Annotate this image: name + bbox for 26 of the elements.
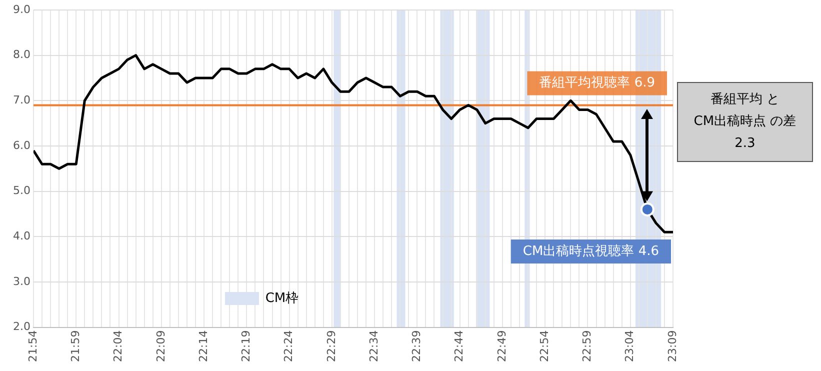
y-tick-label: 4.0 (12, 230, 30, 242)
x-tick-label: 22:04 (112, 330, 125, 362)
x-tick-label: 23:04 (623, 330, 636, 362)
x-tick-label: 22:44 (452, 330, 466, 362)
y-tick-label: 9.0 (12, 2, 30, 16)
y-tick-label: 8.0 (12, 48, 30, 62)
annotation: CM出稿時点視聴率 4.6 (522, 242, 660, 259)
y-tick-label: 5.0 (12, 184, 30, 198)
x-tick-label: 22:54 (538, 330, 551, 362)
x-tick-label: 22:49 (495, 330, 508, 362)
x-tick-label: 22:39 (410, 330, 424, 362)
x-tick-label: 22:34 (367, 330, 380, 362)
x-tick-label: 22:29 (324, 330, 338, 362)
y-tick-label: 7.0 (12, 94, 30, 107)
x-tick-label: 22:09 (154, 330, 168, 362)
y-tick-label: 3.0 (12, 274, 30, 288)
text: 番組平均 と CM出稿時点 の差 2.3 (677, 82, 813, 162)
x-tick-label: 22:59 (580, 330, 594, 362)
band-label: CM枠 (265, 290, 299, 308)
y-tick-label: 6.0 (12, 138, 30, 152)
ref-line-label: 番組平均視聴率 6.9 (539, 74, 656, 91)
x-tick-label: 22:24 (282, 330, 296, 362)
x-tick-label: 22:19 (240, 330, 253, 362)
x-tick-label: 22:14 (196, 330, 210, 362)
x-tick-label: 23:09 (666, 330, 679, 362)
x-tick-label: 21:59 (68, 330, 82, 362)
